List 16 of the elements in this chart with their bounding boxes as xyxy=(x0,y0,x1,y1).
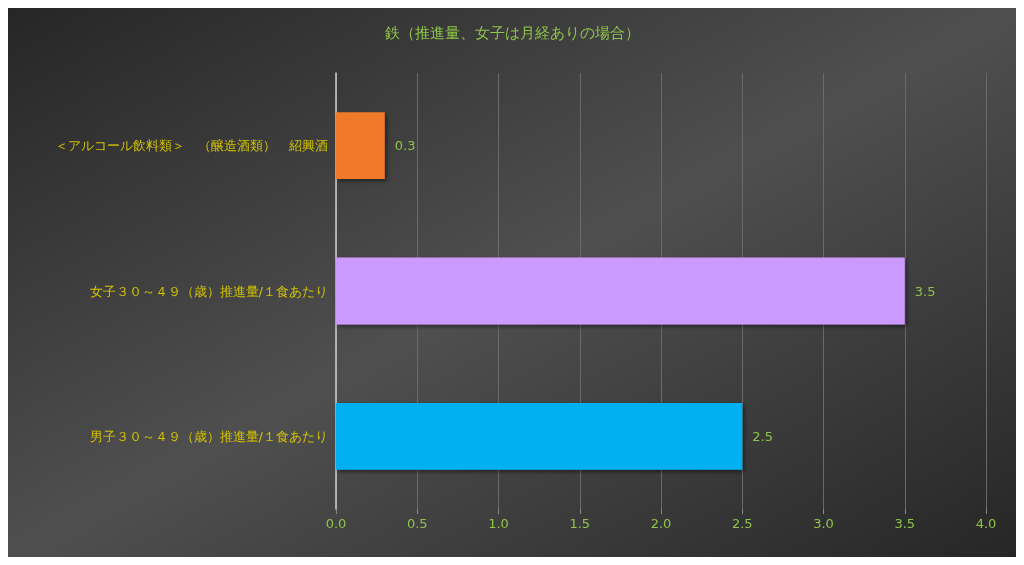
y-tick-label: 男子３０～４９（歳）推進量/１食あたり xyxy=(89,428,328,444)
chart-title: 鉄（推進量、女子は月経ありの場合） xyxy=(384,23,640,42)
x-tick-label: 3.5 xyxy=(894,516,916,531)
x-tick-label: 1.5 xyxy=(569,516,591,531)
x-tick-label: 1.0 xyxy=(488,516,509,531)
data-label: 2.5 xyxy=(752,428,773,444)
x-tick-label: 4.0 xyxy=(975,516,997,531)
y-tick-label: ＜アルコール飲料類＞ （醸造酒類） 紹興酒 xyxy=(55,138,328,154)
x-tick-label: 0.0 xyxy=(325,516,347,531)
data-label: 0.3 xyxy=(394,138,416,154)
x-tick-label: 3.0 xyxy=(813,516,834,531)
y-tick-label: 女子３０～４９（歳）推進量/１食あたり xyxy=(89,283,328,299)
x-tick-label: 0.5 xyxy=(406,516,428,531)
data-label: 3.5 xyxy=(914,283,936,299)
x-tick-label: 2.0 xyxy=(650,516,672,531)
x-tick-label: 2.5 xyxy=(731,516,753,531)
